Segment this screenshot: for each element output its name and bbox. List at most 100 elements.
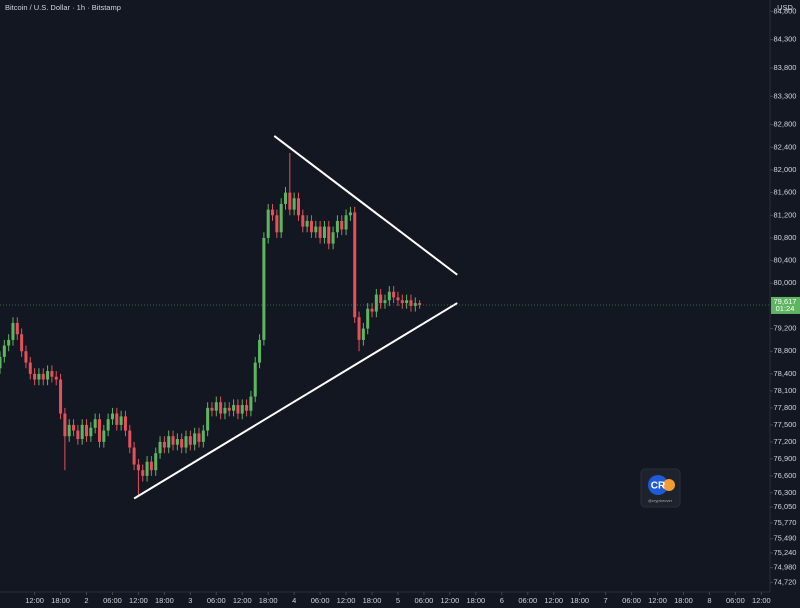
- y-tick-label: 81,600: [774, 188, 797, 197]
- y-tick-label: 78,400: [774, 369, 797, 378]
- candle-body: [145, 461, 149, 476]
- candle-body: [162, 441, 166, 448]
- candle-body: [387, 291, 391, 301]
- x-tick-label: 12:00: [648, 596, 667, 605]
- candle-body: [240, 405, 244, 414]
- candle-body: [0, 356, 2, 369]
- y-tick-label: 77,200: [774, 437, 797, 446]
- y-tick-label: 76,900: [774, 454, 797, 463]
- candle-body: [288, 192, 292, 210]
- candle-body: [171, 436, 175, 445]
- candle-body: [353, 212, 357, 318]
- candle-body: [63, 413, 67, 437]
- candle-body: [227, 407, 231, 411]
- last-price-label: 79,617: [774, 297, 797, 306]
- y-tick-label: 79,200: [774, 324, 797, 333]
- candle-body: [322, 226, 326, 238]
- x-tick-label: 12:00: [129, 596, 148, 605]
- x-tick-label: 18:00: [155, 596, 174, 605]
- candle-body: [366, 308, 370, 329]
- candle-body: [249, 396, 253, 411]
- logo-circle: [648, 475, 668, 495]
- x-tick-label: 12:00: [25, 596, 44, 605]
- x-tick-label: 18:00: [363, 596, 382, 605]
- candle-body: [59, 379, 63, 414]
- trendline: [273, 135, 458, 276]
- candle-body: [89, 427, 93, 437]
- candle-body: [167, 436, 171, 448]
- candle-body: [266, 209, 270, 238]
- candle-body: [188, 436, 192, 445]
- candle-body: [128, 430, 132, 448]
- candle-body: [11, 322, 15, 340]
- x-tick-label: 18:00: [674, 596, 693, 605]
- candle-body: [374, 294, 378, 312]
- candle-body: [50, 371, 54, 377]
- candle-body: [283, 192, 288, 204]
- candle-body: [348, 212, 352, 216]
- x-tick-label: 12:00: [544, 596, 563, 605]
- x-tick-label: 06:00: [518, 596, 537, 605]
- candle-body: [383, 300, 387, 304]
- candle-body: [80, 424, 84, 440]
- candle-body: [28, 362, 32, 374]
- candle-body: [37, 373, 41, 380]
- y-tick-label: 77,500: [774, 420, 797, 429]
- candle-body: [331, 232, 335, 244]
- x-tick-label: 2: [84, 596, 88, 605]
- candle-body: [158, 441, 162, 454]
- candle-body: [418, 303, 422, 305]
- candle-body: [400, 300, 404, 304]
- candle-body: [296, 198, 300, 216]
- candle-body: [24, 351, 28, 363]
- candle-body: [41, 373, 45, 380]
- candle-body: [46, 371, 50, 380]
- candle-body: [413, 303, 417, 306]
- candle-body: [141, 470, 145, 476]
- plot: [0, 135, 458, 500]
- candle-body: [344, 215, 348, 230]
- candle-body: [54, 376, 58, 380]
- candle-body: [370, 308, 374, 312]
- y-tick-label: 82,000: [774, 165, 797, 174]
- x-tick-label: 06:00: [207, 596, 226, 605]
- candle-body: [271, 209, 275, 216]
- watermark: CR @cryptorover: [640, 468, 681, 508]
- candle-body: [301, 215, 305, 227]
- candle-body: [379, 294, 383, 304]
- candle-body: [184, 436, 188, 448]
- candle-body: [275, 215, 279, 233]
- candle-body: [245, 405, 249, 411]
- candle-body: [335, 220, 339, 233]
- x-tick-label: 3: [188, 596, 192, 605]
- candle-body: [223, 407, 227, 414]
- candle-body: [340, 220, 344, 230]
- y-tick-label: 76,600: [774, 471, 797, 480]
- candle-body: [33, 373, 37, 380]
- candle-body: [67, 424, 71, 437]
- candle-body: [115, 413, 119, 425]
- y-tick-label: 75,770: [774, 518, 797, 527]
- candle-body: [206, 407, 210, 431]
- candle-body: [214, 402, 218, 411]
- candle-body: [193, 433, 197, 445]
- y-tick-label: 74,980: [774, 563, 797, 572]
- candle-body: [292, 198, 296, 210]
- x-tick-label: 12:00: [337, 596, 356, 605]
- x-tick-label: 12:00: [233, 596, 252, 605]
- x-tick-label: 06:00: [622, 596, 641, 605]
- candle-body: [396, 297, 400, 301]
- candle-body: [76, 430, 80, 440]
- candle-body: [392, 291, 396, 298]
- candle-body: [180, 439, 184, 448]
- x-tick-label: 06:00: [311, 596, 330, 605]
- candle-body: [154, 453, 158, 471]
- candle-body: [15, 322, 19, 335]
- candle-body: [253, 362, 257, 397]
- logo-text: CR: [651, 481, 666, 492]
- y-tick-label: 74,720: [774, 577, 797, 586]
- candle-body: [361, 328, 365, 340]
